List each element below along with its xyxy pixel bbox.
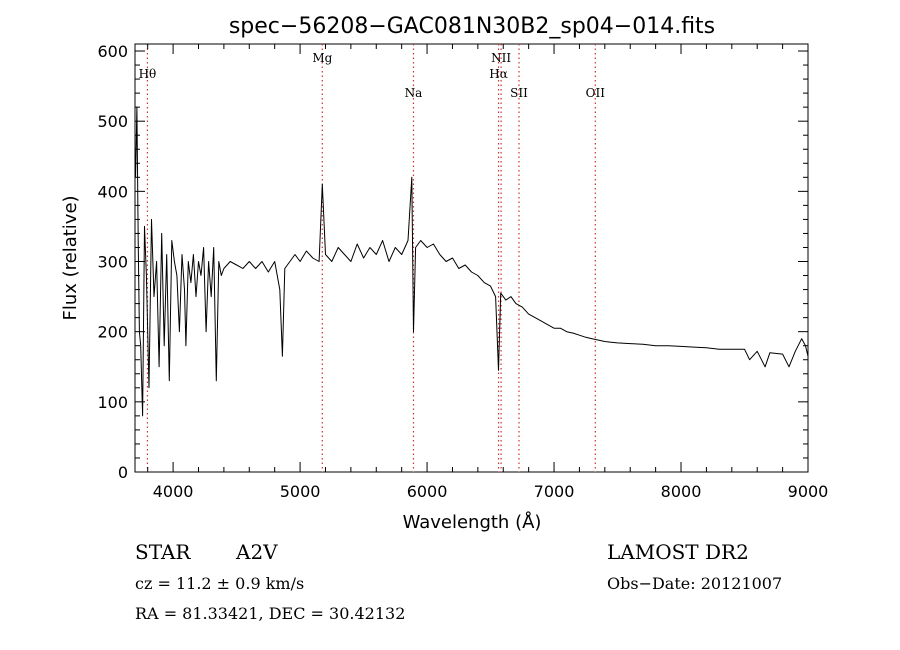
y-tick-label: 200 <box>97 323 128 342</box>
spectral-line-label: SII <box>510 86 528 100</box>
y-tick-label: 100 <box>97 393 128 412</box>
spectral-line-label: Mg <box>312 51 332 65</box>
axis-ticks: 4000 5000 6000 7000 8000 9000 0 100 200 300 400 500… <box>97 42 828 501</box>
x-tick-label: 4000 <box>153 482 194 501</box>
x-tick-label: 6000 <box>407 482 448 501</box>
x-axis-label: Wavelength (Å) <box>403 511 542 533</box>
y-tick-label: 400 <box>97 182 128 201</box>
spectral-subclass: A2V <box>236 540 278 564</box>
spectral-line-label: OII <box>586 86 606 100</box>
spectrum-series-line <box>135 106 809 417</box>
spectral-line-label: Hα <box>489 67 508 81</box>
x-tick-label: 5000 <box>280 482 321 501</box>
spectral-line-label: NII <box>491 51 511 65</box>
observation-date: Obs−Date: 20121007 <box>607 574 783 593</box>
y-tick-label: 0 <box>118 463 128 482</box>
chart-title: spec−56208−GAC081N30B2_sp04−014.fits <box>229 14 715 39</box>
plot-frame <box>134 43 809 473</box>
spectral-line-label: Hθ <box>139 67 157 81</box>
y-axis-label: Flux (relative) <box>60 195 81 320</box>
y-tick-label: 500 <box>97 112 128 131</box>
x-tick-label: 9000 <box>788 482 829 501</box>
x-tick-label: 8000 <box>661 482 702 501</box>
y-tick-label: 300 <box>97 253 128 272</box>
coordinates-text: RA = 81.33421, DEC = 30.42132 <box>135 604 406 623</box>
survey-name: LAMOST DR2 <box>607 540 749 564</box>
spectral-line-label: Na <box>405 86 423 100</box>
y-tick-label: 600 <box>97 42 128 61</box>
x-tick-label: 7000 <box>534 482 575 501</box>
object-class: STAR <box>135 540 191 564</box>
redshift-text: cz = 11.2 ± 0.9 km/s <box>135 574 305 593</box>
